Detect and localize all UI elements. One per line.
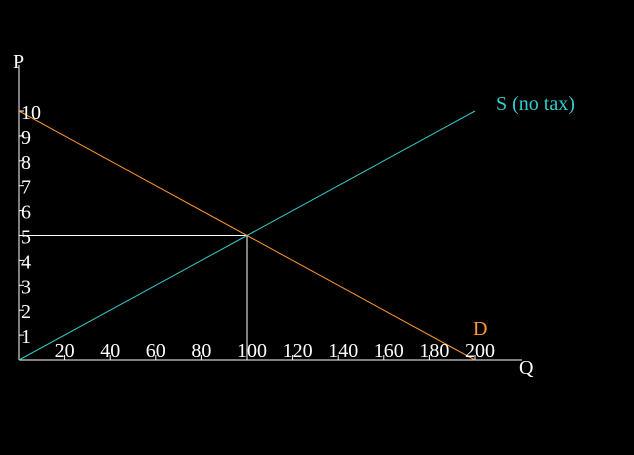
axes [18, 65, 522, 361]
y-tick-label-2: 2 [21, 301, 31, 323]
series-lines [18, 110, 476, 361]
y-tick-label-1: 1 [21, 326, 31, 348]
x-tick-label-180: 180 [419, 340, 449, 362]
x-tick-label-40: 40 [100, 340, 120, 362]
x-tick-label-100: 100 [237, 340, 267, 362]
x-tick-label-60: 60 [146, 340, 166, 362]
x-tick-label-20: 20 [55, 340, 75, 362]
series-line-d [18, 110, 476, 361]
y-tick-label-5: 5 [21, 227, 31, 249]
x-tick-label-200: 200 [465, 340, 495, 362]
series-label-s-no-tax: S (no tax) [496, 93, 575, 115]
y-tick-label-9: 9 [21, 127, 31, 149]
series-label-d: D [473, 318, 487, 340]
equilibrium-guides [19, 235, 248, 360]
labels: P Q 1 2 3 45 6 7 8 9 10 20 40 60 80 100 120 140 160 180 200 S… [13, 51, 575, 379]
y-tick-label-3: 3 [21, 276, 31, 298]
y-tick-label-7: 7 [21, 177, 31, 199]
x-tick-label-160: 160 [374, 340, 404, 362]
y-tick-label-8: 8 [21, 152, 31, 174]
x-axis-label: Q [519, 357, 534, 379]
y-tick-label-4: 4 [21, 251, 31, 273]
x-tick-label-120: 120 [283, 340, 313, 362]
x-tick-label-80: 80 [191, 340, 211, 362]
y-axis-label: P [13, 51, 24, 73]
x-tick-label-140: 140 [328, 340, 358, 362]
y-tick-label-10: 10 [21, 102, 41, 124]
y-tick-label-6: 6 [21, 202, 31, 224]
